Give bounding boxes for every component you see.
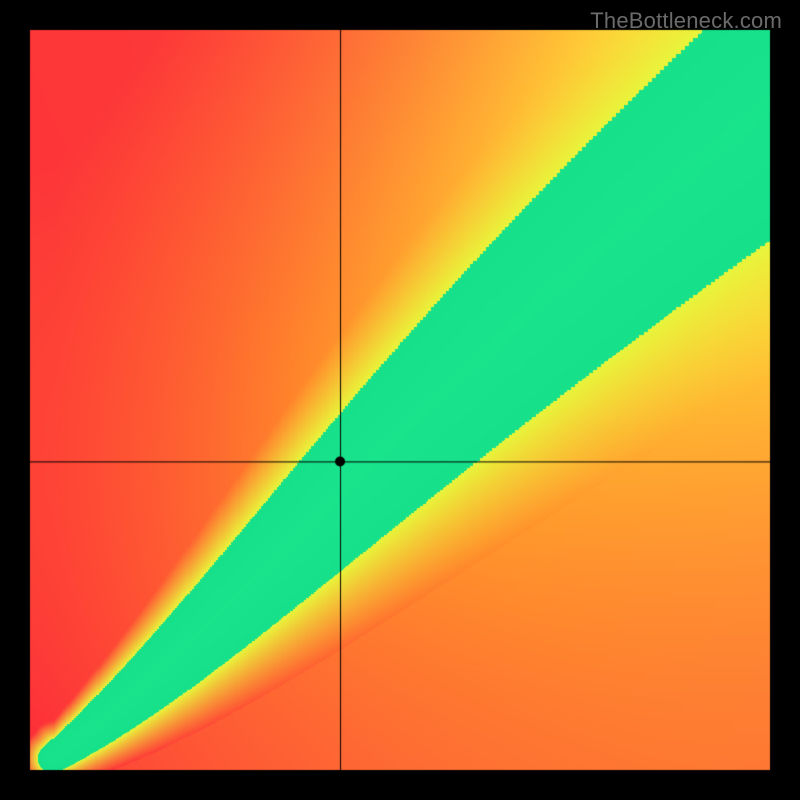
watermark-text: TheBottleneck.com (590, 8, 782, 34)
bottleneck-heatmap: TheBottleneck.com (0, 0, 800, 800)
heatmap-canvas (0, 0, 800, 800)
